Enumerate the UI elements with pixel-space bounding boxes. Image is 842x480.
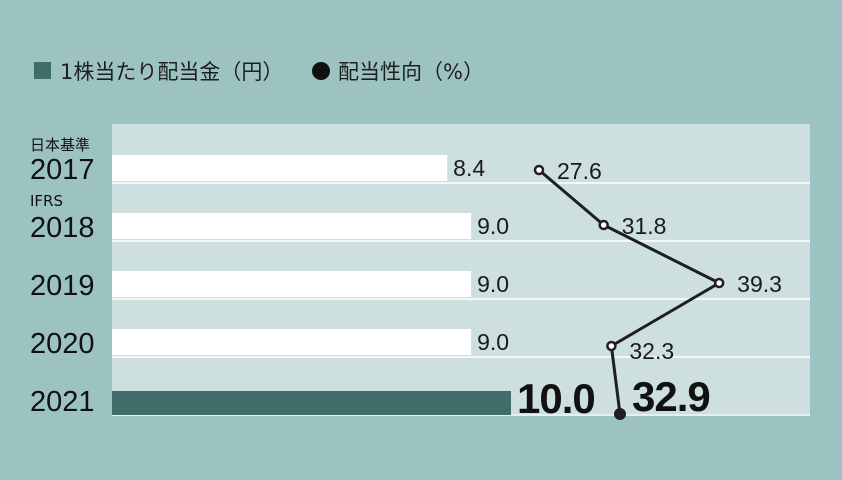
legend-dividend-label: 1株当たり配当金（円） <box>60 60 283 84</box>
dividend-value-2019: 9.0 <box>477 271 509 297</box>
dividend-bar-2020 <box>112 329 472 355</box>
payout-point-2017 <box>533 164 545 176</box>
payout-value-2019: 39.3 <box>737 271 782 297</box>
dividend-value-2021: 10.0 <box>517 375 595 422</box>
legend-bar-swatch <box>34 62 51 79</box>
dividend-bar-2018 <box>112 213 472 239</box>
legend-payout-label: 配当性向（%） <box>338 60 484 84</box>
payout-point-2020 <box>606 340 617 352</box>
legend: 1株当たり配当金（円） 配当性向（%） <box>34 60 484 84</box>
payout-value-2018: 31.8 <box>622 213 667 239</box>
payout-value-2017: 27.6 <box>557 158 602 184</box>
legend-dot-swatch <box>312 62 330 80</box>
payout-point-2021 <box>614 408 626 420</box>
payout-line-layer: 27.6 31.8 39.3 32.3 32.9 <box>533 158 782 420</box>
chart-rows: 2017 8.4 2018 9.0 2019 9.0 2020 9.0 2021 10.0 <box>30 154 810 422</box>
dividend-value-2020: 9.0 <box>477 329 509 355</box>
payout-value-2021: 32.9 <box>632 373 710 420</box>
dividend-bar-2021 <box>112 391 511 415</box>
payout-point-2019 <box>713 277 725 289</box>
year-label-2021: 2021 <box>30 386 95 418</box>
dividend-bar-2017 <box>112 155 448 181</box>
standard-label-ifrs: IFRS <box>30 192 63 210</box>
year-label-2018: 2018 <box>30 212 95 244</box>
year-label-2019: 2019 <box>30 270 95 302</box>
standard-label-jgaap: 日本基準 <box>30 136 90 154</box>
payout-value-2020: 32.3 <box>629 338 674 364</box>
year-label-2020: 2020 <box>30 328 95 360</box>
dividend-value-2017: 8.4 <box>453 155 485 181</box>
dividend-value-2018: 9.0 <box>477 213 509 239</box>
dividend-bar-2019 <box>112 271 472 297</box>
payout-point-2018 <box>598 219 609 231</box>
year-label-2017: 2017 <box>30 154 95 186</box>
